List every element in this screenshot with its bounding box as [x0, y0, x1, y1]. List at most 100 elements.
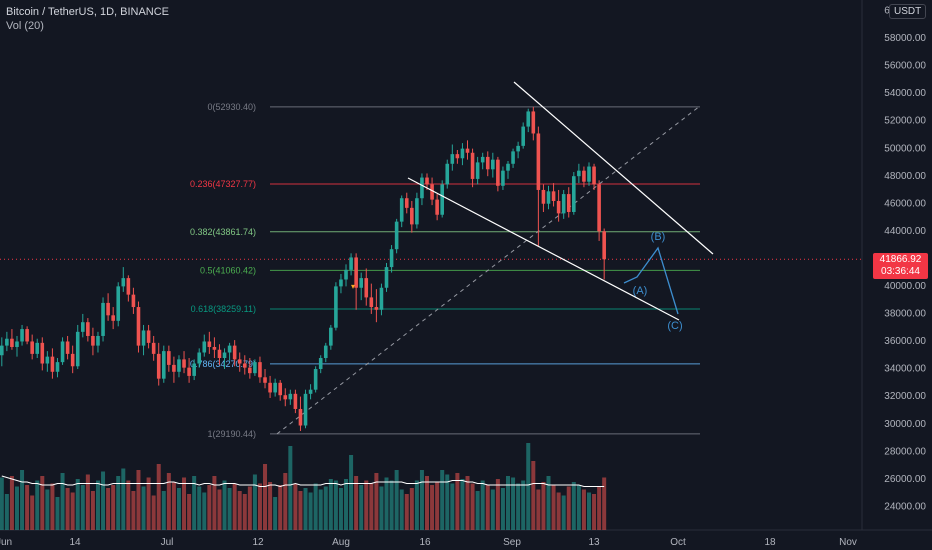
candle-body: [96, 335, 100, 346]
volume-bar: [171, 482, 176, 530]
candle-body: [242, 363, 247, 368]
volume-bar: [597, 486, 602, 530]
candle-body: [394, 221, 399, 250]
price-tick-label: 24000.00: [884, 501, 926, 512]
candle-body: [232, 345, 237, 360]
candle-body: [561, 194, 566, 214]
volume-bar: [85, 474, 90, 530]
volume-bar: [602, 477, 607, 530]
candle-body: [566, 194, 571, 212]
price-tick-label: 32000.00: [884, 391, 926, 402]
event-marker-icon: ▾: [351, 282, 355, 291]
candle-body: [70, 353, 75, 367]
volume-bar: [318, 489, 323, 530]
candle-body: [207, 341, 212, 347]
candle-body: [349, 257, 353, 270]
volume-bar: [146, 477, 151, 530]
volume-bar: [192, 476, 197, 530]
volume-bar: [263, 464, 268, 530]
quote-unit-badge[interactable]: USDT: [889, 4, 927, 19]
candle-body: [369, 297, 374, 308]
fib-level-label: 0.5(41060.42): [200, 265, 256, 275]
price-tick-label: 44000.00: [884, 226, 926, 237]
candle-body: [248, 367, 252, 374]
volume-bar: [581, 489, 586, 530]
time-tick-label: 14: [69, 537, 81, 548]
candle-body: [212, 346, 217, 350]
candle-body: [0, 345, 4, 356]
candle-body: [460, 148, 465, 159]
volume-bar: [379, 486, 384, 530]
volume-bar: [106, 488, 111, 530]
volume-bar: [283, 473, 288, 530]
volume-bar: [541, 482, 546, 530]
volume-indicator-label[interactable]: Vol (20): [6, 20, 44, 32]
candle-body: [587, 166, 591, 182]
volume-bar: [126, 480, 131, 530]
volume-bar: [460, 479, 465, 530]
volume-bar: [435, 482, 440, 530]
time-tick-label: 18: [764, 537, 776, 548]
volume-bar: [40, 476, 45, 530]
candle-body: [288, 393, 293, 400]
candle-body: [339, 279, 343, 287]
volume-bar: [384, 477, 389, 530]
fib-level-label: 0.236(47327.77): [190, 179, 256, 189]
candle-body: [516, 145, 520, 152]
candle-body: [25, 329, 29, 342]
volume-bar: [364, 480, 369, 530]
time-tick-label: Jun: [0, 537, 12, 548]
price-tick-label: 36000.00: [884, 336, 926, 347]
candle-body: [445, 163, 450, 185]
candle-body: [146, 330, 151, 343]
volume-bar: [207, 485, 212, 530]
candle-body: [156, 353, 161, 379]
candle-body: [5, 338, 9, 346]
volume-bar: [450, 483, 455, 530]
candle-body: [106, 302, 110, 316]
time-tick-label: 16: [419, 537, 431, 548]
volume-bar: [359, 485, 364, 530]
volume-bar: [394, 470, 399, 530]
volume-bar: [212, 476, 217, 530]
candle-body: [167, 351, 171, 365]
candle-body: [268, 382, 272, 393]
volume-bar: [369, 483, 374, 530]
volume-bar: [161, 491, 166, 530]
candle-body: [536, 133, 541, 190]
price-tick-label: 40000.00: [884, 281, 926, 292]
volume-bar: [414, 480, 419, 530]
volume-bar: [257, 483, 262, 530]
symbol-title[interactable]: Bitcoin / TetherUS, 1D, BINANCE: [6, 6, 170, 18]
price-tick-label: 28000.00: [884, 446, 926, 457]
volume-bar: [566, 486, 571, 530]
candle-body: [40, 342, 45, 364]
candle-body: [592, 166, 596, 185]
candle-body: [177, 359, 181, 372]
candle-body: [197, 352, 202, 364]
volume-bar: [273, 497, 278, 530]
fib-level-label: 0.618(38259.11): [191, 304, 256, 314]
volume-bar: [374, 473, 379, 530]
candle-body: [470, 152, 475, 179]
volume-bar: [349, 455, 354, 530]
candle-body: [475, 162, 480, 179]
candle-body: [136, 307, 141, 346]
volume-bar: [116, 476, 121, 530]
volume-bar: [55, 497, 60, 530]
volume-bar: [278, 485, 283, 530]
volume-bar: [531, 461, 536, 530]
candle-body: [506, 163, 510, 171]
volume-bar: [576, 485, 581, 530]
time-tick-label: 13: [588, 537, 600, 548]
candle-body: [577, 170, 581, 177]
time-tick-label: Aug: [332, 537, 350, 548]
candle-body: [344, 269, 348, 280]
price-tick-label: 52000.00: [884, 116, 926, 127]
volume-bar: [121, 468, 126, 530]
price-tick-label: 38000.00: [884, 309, 926, 320]
candle-body: [379, 287, 384, 310]
candle-body: [258, 362, 262, 378]
volume-bar: [222, 480, 227, 530]
